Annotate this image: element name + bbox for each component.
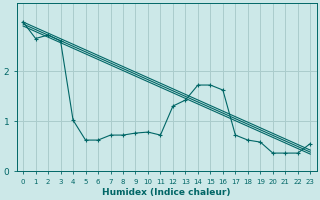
X-axis label: Humidex (Indice chaleur): Humidex (Indice chaleur) — [102, 188, 231, 197]
